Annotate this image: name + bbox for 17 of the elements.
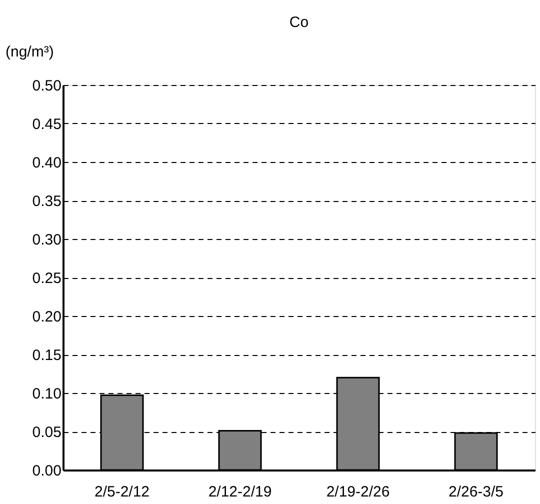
- y-tick-label: 0.20: [32, 308, 62, 326]
- y-tick-label: 0.35: [32, 193, 62, 210]
- y-axis-title: (ng/m³): [6, 44, 54, 60]
- y-tick-label: 0.15: [32, 347, 62, 364]
- y-tick-label: 0.05: [32, 424, 62, 441]
- x-tick-label: 2/26-3/5: [448, 484, 504, 500]
- y-tick-label: 0.10: [32, 386, 62, 402]
- x-tick-label: 2/5-2/12: [94, 484, 150, 500]
- chart-title: Co: [289, 14, 309, 31]
- x-tick-label: 2/19-2/26: [326, 484, 390, 500]
- y-tick-label: 0.40: [32, 154, 62, 172]
- y-tick-label: 0.50: [32, 78, 62, 94]
- y-tick-label: 0.00: [32, 462, 62, 480]
- x-tick-label: 2/12-2/19: [208, 484, 272, 500]
- y-tick-label: 0.30: [32, 232, 62, 248]
- y-tick-label: 0.25: [32, 270, 62, 287]
- y-tick-label: 0.45: [32, 116, 62, 133]
